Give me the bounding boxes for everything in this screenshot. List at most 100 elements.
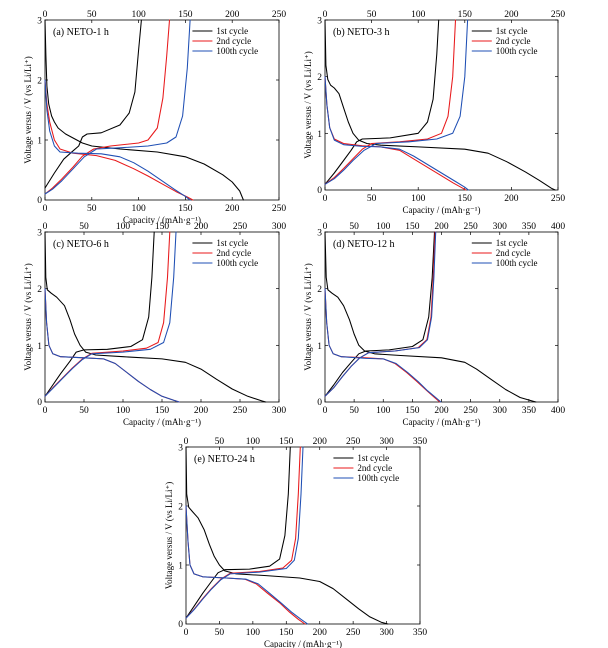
- series-charge-line: [324, 231, 436, 397]
- y-axis-title: Voltage versus / V (vs Li/Li⁺): [23, 56, 33, 164]
- y-tick-label: 2: [37, 285, 42, 295]
- y-tick-label: 2: [178, 503, 183, 513]
- x-tick-label: 50: [367, 194, 377, 204]
- legend-entry: 2nd cycle: [216, 248, 251, 258]
- legend-entry: 1st cycle: [357, 453, 389, 463]
- x-tick-label: 100: [246, 628, 261, 638]
- panel-label: (d) NETO-12 h: [333, 239, 394, 250]
- legend-entry: 2nd cycle: [216, 36, 251, 46]
- y-tick-label: 0: [37, 398, 42, 408]
- top-x-tick-label: 50: [79, 222, 89, 232]
- series-discharge-line: [324, 76, 470, 191]
- x-axis-title: Capacity / (mAh·g⁻¹): [264, 639, 342, 648]
- y-axis-title: Voltage versus / V (vs Li/Li⁺): [23, 263, 33, 371]
- x-tick-label: 0: [323, 406, 328, 416]
- top-x-tick-label: 250: [233, 222, 248, 232]
- series-charge-line: [44, 231, 155, 397]
- top-x-tick-label: 150: [279, 437, 294, 447]
- x-tick-label: 200: [194, 406, 209, 416]
- x-tick-label: 150: [405, 406, 420, 416]
- top-x-tick-label: 200: [434, 222, 449, 232]
- top-x-tick-label: 250: [272, 10, 287, 20]
- legend-entry: 100th cycle: [496, 258, 538, 268]
- x-tick-label: 0: [43, 406, 48, 416]
- series-discharge-line: [324, 288, 442, 403]
- x-tick-label: 200: [504, 194, 519, 204]
- top-x-tick-label: 50: [87, 10, 97, 20]
- x-axis-title: Capacity / (mAh·g⁻¹): [123, 417, 201, 427]
- series-discharge-line: [44, 79, 194, 201]
- legend-entry: 1st cycle: [496, 26, 528, 36]
- top-x-tick-label: 0: [43, 10, 48, 20]
- x-tick-label: 300: [379, 628, 394, 638]
- x-tick-label: 350: [413, 628, 428, 638]
- series-discharge-line: [185, 505, 309, 625]
- x-tick-label: 150: [178, 204, 193, 214]
- x-tick-label: 0: [43, 204, 48, 214]
- x-tick-label: 300: [272, 406, 287, 416]
- top-x-tick-label: 50: [349, 222, 359, 232]
- series-charge-line: [324, 19, 440, 185]
- x-tick-label: 300: [493, 406, 508, 416]
- x-tick-label: 400: [551, 406, 566, 416]
- legend-entry: 100th cycle: [496, 46, 538, 56]
- series-charge-line: [324, 19, 469, 185]
- top-x-tick-label: 0: [323, 10, 328, 20]
- x-tick-label: 150: [155, 406, 170, 416]
- legend-entry: 2nd cycle: [496, 36, 531, 46]
- plot-frame: [324, 19, 559, 191]
- legend-entry: 1st cycle: [216, 238, 248, 248]
- top-x-tick-label: 350: [413, 437, 428, 447]
- x-tick-label: 250: [346, 628, 361, 638]
- series-charge-line: [44, 19, 171, 195]
- top-x-tick-label: 150: [405, 222, 420, 232]
- top-x-tick-label: 350: [522, 222, 537, 232]
- top-x-tick-label: 300: [272, 222, 287, 232]
- top-x-tick-label: 100: [246, 437, 261, 447]
- legend-entry: 1st cycle: [216, 26, 248, 36]
- top-x-tick-label: 100: [376, 222, 391, 232]
- series-charge-line: [324, 231, 436, 397]
- top-x-tick-label: 100: [131, 10, 146, 20]
- y-tick-label: 1: [317, 342, 322, 352]
- x-tick-label: 100: [411, 194, 426, 204]
- y-axis-title: Voltage versus / V (vs Li/Li⁺): [303, 51, 313, 159]
- x-tick-label: 100: [116, 406, 131, 416]
- y-tick-label: 1: [37, 342, 42, 352]
- x-tick-label: 200: [313, 628, 328, 638]
- y-tick-label: 0: [37, 196, 42, 206]
- x-tick-label: 200: [434, 406, 449, 416]
- x-tick-label: 250: [233, 406, 248, 416]
- top-x-tick-label: 250: [464, 222, 479, 232]
- x-tick-label: 100: [131, 204, 146, 214]
- series-discharge-line: [324, 19, 556, 191]
- series-discharge-line: [185, 505, 306, 625]
- x-tick-label: 250: [272, 204, 287, 214]
- top-x-tick-label: 400: [551, 222, 566, 232]
- y-tick-label: 0: [178, 620, 183, 630]
- y-tick-label: 2: [37, 77, 42, 87]
- chart-panel-3: 0 50 100 150 200 250 300 350 400 0 50 100 150 200 250 3…: [303, 222, 565, 427]
- y-axis-title: Voltage versus / V (vs Li/Li⁺): [164, 482, 174, 590]
- legend-entry: 1st cycle: [496, 238, 528, 248]
- x-tick-label: 100: [376, 406, 391, 416]
- x-axis-title: Capacity / (mAh·g⁻¹): [123, 215, 201, 225]
- series-charge-line: [185, 446, 291, 619]
- x-tick-label: 50: [79, 406, 89, 416]
- y-tick-label: 1: [37, 137, 42, 147]
- top-x-tick-label: 100: [116, 222, 131, 232]
- plot-frame: [44, 19, 280, 201]
- chart-panel-4: 0 50 100 150 200 250 300 350 0 50 100 150 200 250 300 3…: [164, 437, 427, 648]
- series-charge-line: [324, 231, 437, 397]
- series-discharge-line: [185, 446, 389, 625]
- x-axis-title: Capacity / (mAh·g⁻¹): [403, 417, 481, 427]
- top-x-tick-label: 200: [225, 10, 240, 20]
- series-charge-line: [44, 19, 191, 195]
- y-tick-label: 1: [178, 562, 183, 572]
- x-tick-label: 200: [225, 204, 240, 214]
- top-x-tick-label: 50: [367, 10, 377, 20]
